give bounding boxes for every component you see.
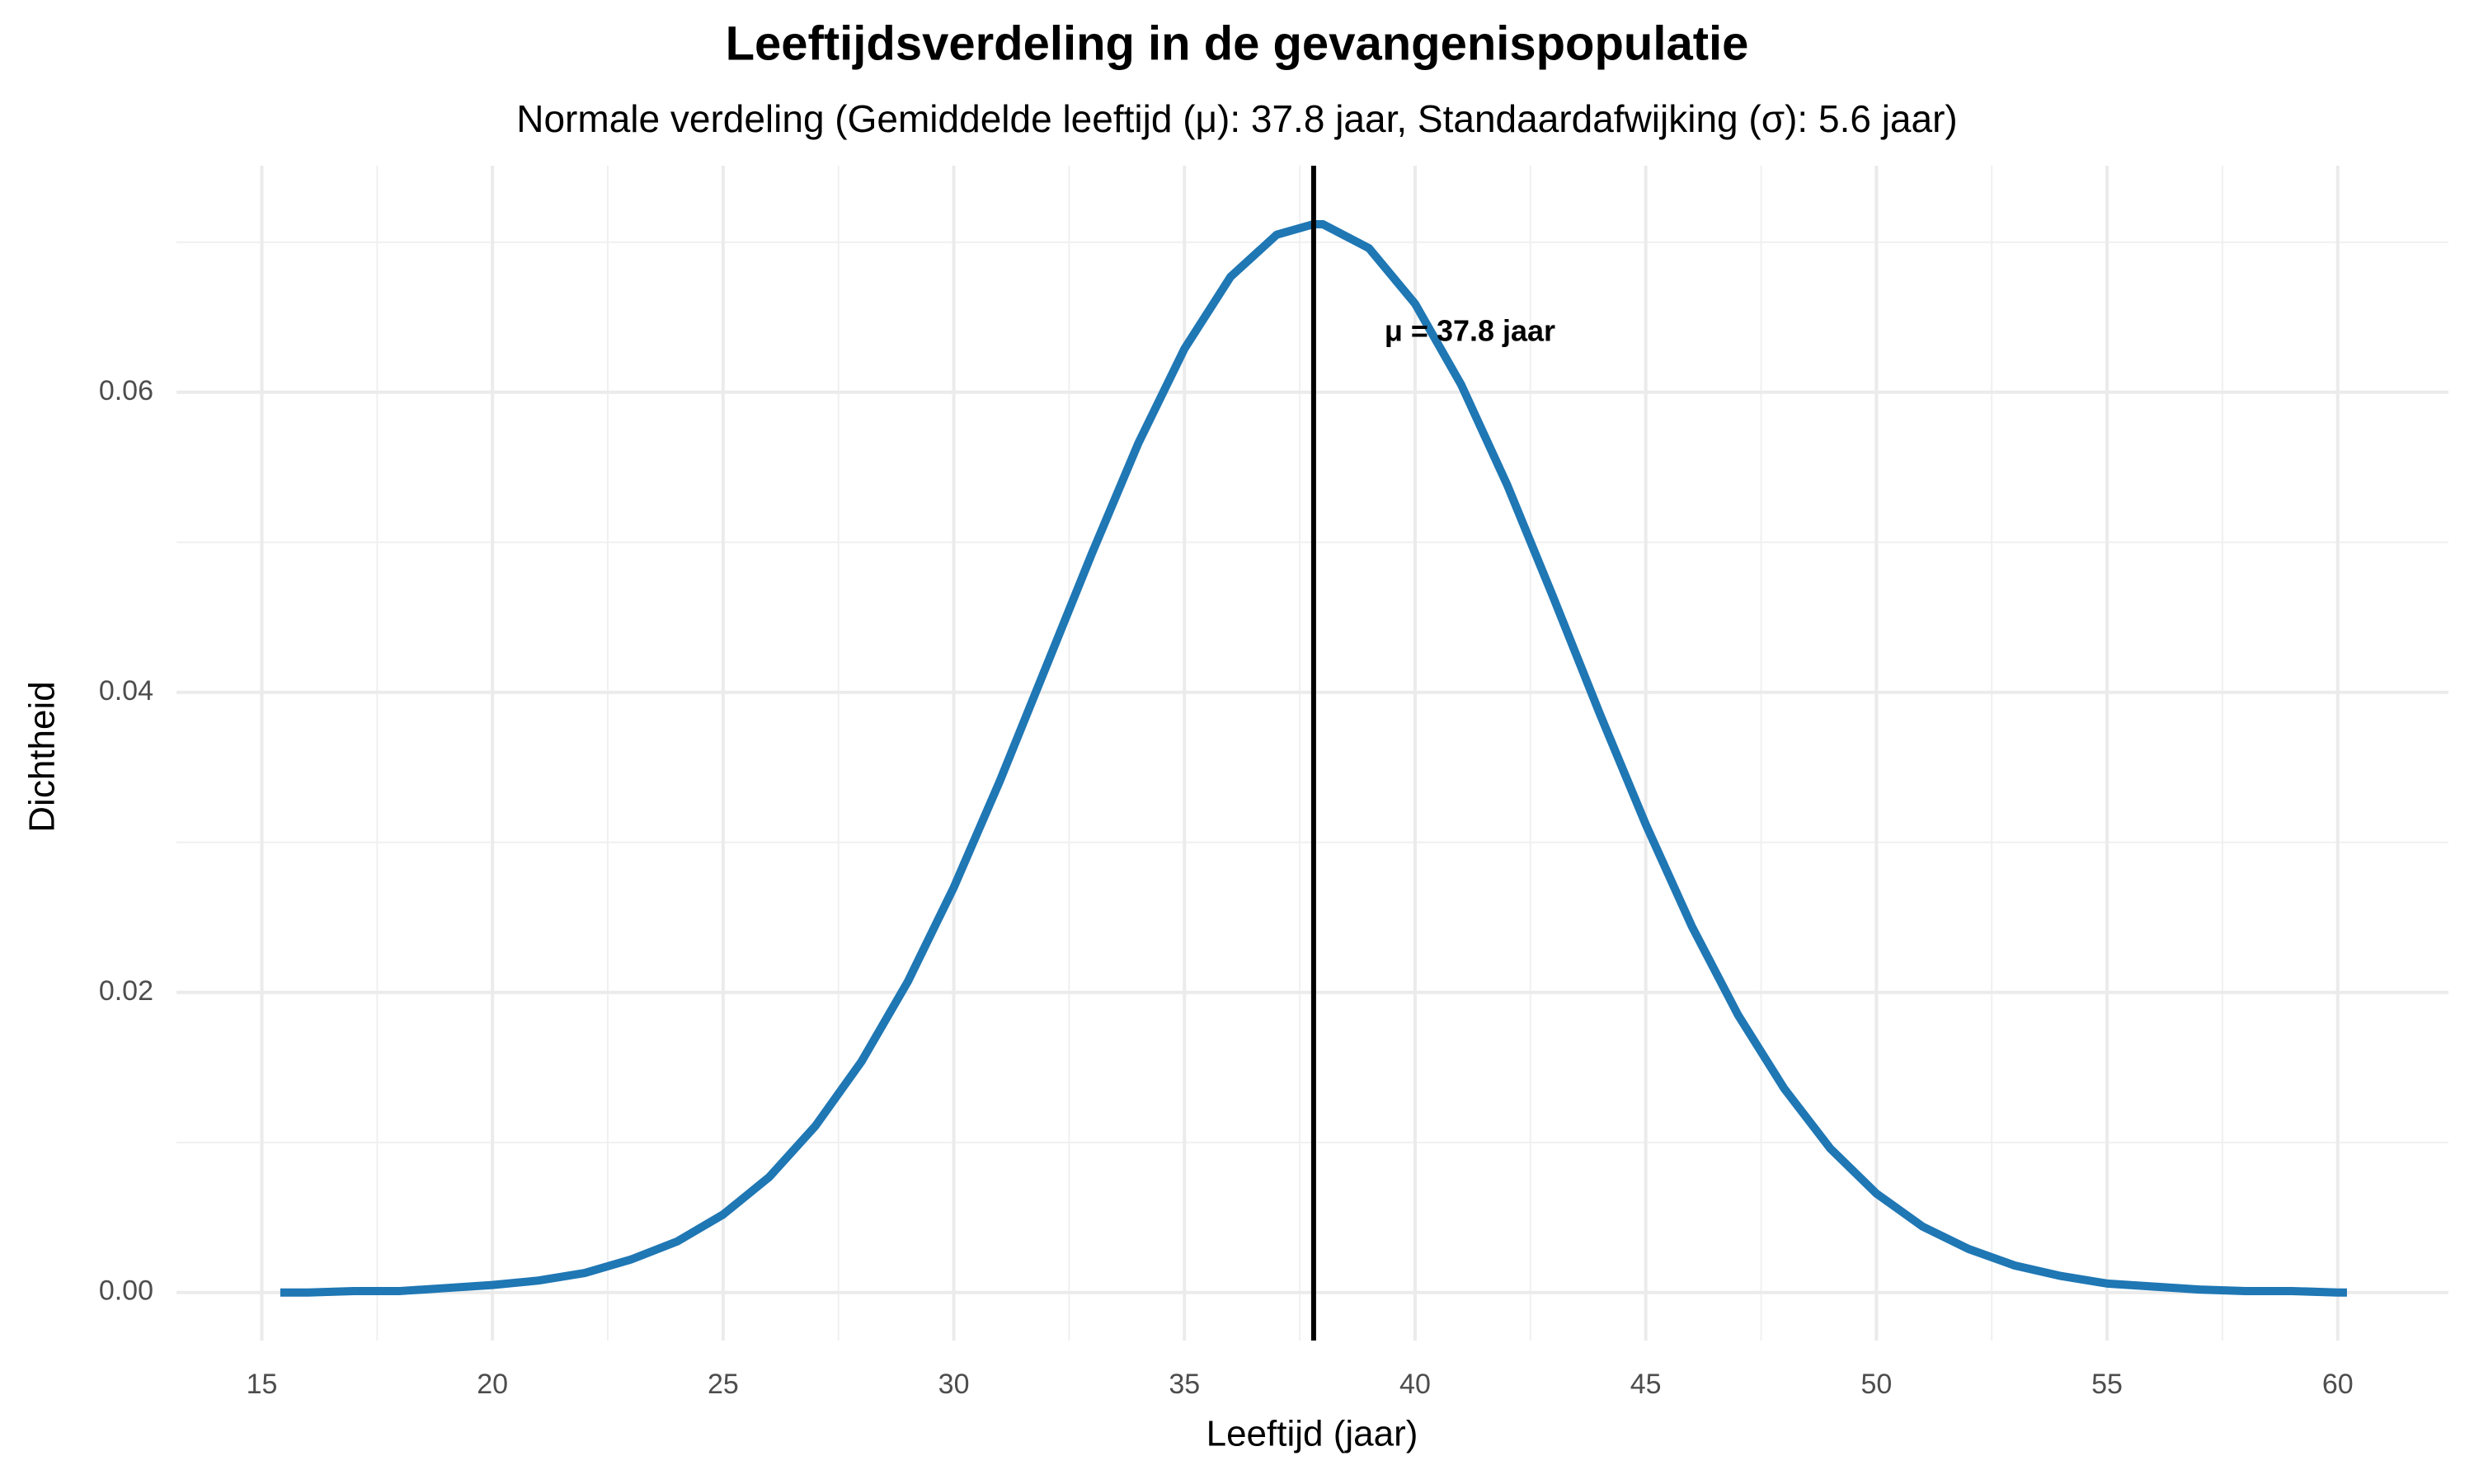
x-tick-label: 15 xyxy=(247,1369,278,1400)
y-axis-title: Dichtheid xyxy=(22,681,63,832)
mean-annotation: μ = 37.8 jaar xyxy=(1385,314,1555,348)
x-tick-label: 25 xyxy=(708,1369,739,1400)
y-tick-label: 0.02 xyxy=(99,975,153,1007)
y-tick-label: 0.00 xyxy=(99,1275,153,1307)
x-tick-label: 40 xyxy=(1399,1369,1431,1400)
density-line xyxy=(280,219,2347,1297)
x-tick-label: 45 xyxy=(1630,1369,1662,1400)
x-tick-label: 20 xyxy=(477,1369,508,1400)
y-tick-label: 0.06 xyxy=(99,375,153,406)
plot: μ = 37.8 jaar xyxy=(280,166,2347,1341)
chart-subtitle: Normale verdeling (Gemiddelde leeftijd (… xyxy=(516,97,1957,140)
x-tick-label: 50 xyxy=(1860,1369,1892,1400)
x-axis-title: Leeftijd (jaar) xyxy=(1206,1414,1418,1454)
x-tick-label: 35 xyxy=(1169,1369,1200,1400)
chart-title: Leeftijdsverdeling in de gevangenispopul… xyxy=(726,16,1749,70)
x-tick-label: 30 xyxy=(938,1369,970,1400)
x-tick-label: 60 xyxy=(2322,1369,2354,1400)
y-tick-label: 0.04 xyxy=(99,675,153,707)
x-tick-label: 55 xyxy=(2091,1369,2123,1400)
